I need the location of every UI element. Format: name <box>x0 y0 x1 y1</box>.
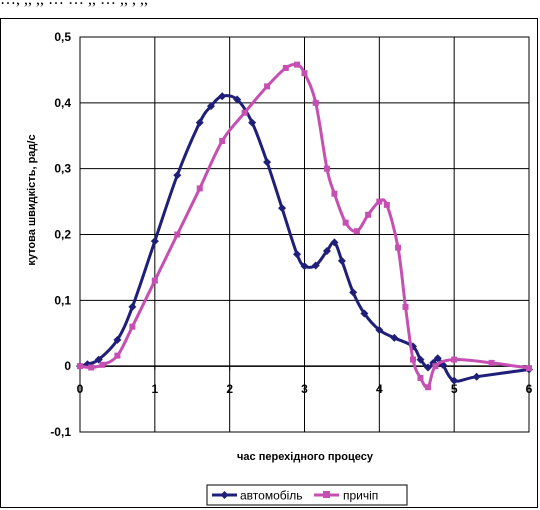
data-point-square <box>410 356 417 363</box>
data-point-square <box>376 198 383 205</box>
data-point-diamond <box>423 363 432 372</box>
data-point-square <box>312 99 319 106</box>
data-point-diamond <box>375 325 384 334</box>
data-point-square <box>417 375 424 382</box>
y-axis-label: кутова швидкість, рад/с <box>26 134 38 265</box>
data-point-square <box>219 138 226 145</box>
x-tick-label: 6 <box>526 382 533 396</box>
legend-label-avtomobil: автомобіль <box>240 489 303 503</box>
data-point-square <box>88 364 95 371</box>
data-point-diamond <box>233 95 242 104</box>
data-point-square <box>294 61 301 68</box>
y-tick-label: 0,2 <box>54 228 71 242</box>
data-point-diamond <box>416 355 425 364</box>
data-point-diamond <box>113 335 122 344</box>
data-point-diamond <box>360 309 369 318</box>
data-point-diamond <box>218 92 227 101</box>
data-point-square <box>196 185 203 192</box>
data-point-square <box>488 359 495 366</box>
data-point-square <box>353 228 360 235</box>
gridlines <box>79 36 530 433</box>
y-tick-label: 0,4 <box>54 96 71 110</box>
data-point-square <box>129 323 136 330</box>
data-point-diamond <box>330 238 339 247</box>
y-tick-label: 0 <box>64 359 71 373</box>
data-point-diamond <box>337 256 346 265</box>
plot-area-border <box>79 36 530 433</box>
cropped-header-text: …, ,, ,, … … ,, … ,, , ,, <box>0 0 540 10</box>
data-point-diamond <box>206 102 215 111</box>
data-point-square <box>342 219 349 226</box>
data-point-diamond <box>450 376 459 385</box>
y-tick-label: 0,3 <box>54 162 71 176</box>
x-tick-label: 3 <box>301 382 308 396</box>
data-point-diamond <box>349 288 358 297</box>
legend: автомобіль причіп <box>206 484 408 506</box>
data-point-square <box>77 363 83 370</box>
data-point-square <box>282 64 289 71</box>
data-point-diamond <box>263 158 272 167</box>
chart-frame <box>0 18 538 508</box>
legend-label-prychip: причіп <box>343 489 378 503</box>
tick-labels: 0 1 2 3 4 5 6 -0,1 0 0,1 0,2 0,3 0,4 0,5 <box>50 30 532 439</box>
data-point-square <box>174 231 181 238</box>
data-point-diamond <box>150 237 159 246</box>
series <box>76 61 533 391</box>
data-point-square <box>402 303 409 310</box>
legend-box <box>206 484 408 506</box>
y-tick-label: 0,1 <box>54 293 71 307</box>
data-point-square <box>323 165 330 172</box>
data-point-diamond <box>248 118 257 127</box>
y-tick-label: -0,1 <box>50 425 71 439</box>
x-tick-label: 0 <box>77 382 84 396</box>
data-point-square <box>151 277 158 284</box>
data-point-diamond <box>300 262 309 271</box>
data-point-diamond <box>195 118 204 127</box>
data-point-diamond <box>293 250 302 259</box>
data-point-diamond <box>94 355 103 364</box>
data-point-square <box>424 384 431 391</box>
data-point-square <box>395 244 402 251</box>
data-point-diamond <box>390 333 399 342</box>
legend-marker-prychip <box>323 491 330 498</box>
data-point-diamond <box>173 171 182 180</box>
data-point-square <box>114 352 121 359</box>
data-point-diamond <box>433 354 442 363</box>
data-point-square <box>432 363 439 370</box>
data-point-square <box>451 356 458 363</box>
data-point-square <box>526 365 532 372</box>
data-point-square <box>241 109 248 116</box>
x-tick-label: 5 <box>451 382 458 396</box>
data-point-diamond <box>311 261 320 270</box>
x-axis-label: час перехідного процесу <box>237 451 374 463</box>
x-tick-label: 1 <box>151 382 158 396</box>
data-point-square <box>383 201 390 208</box>
legend-marker-avtomobil <box>220 491 229 499</box>
data-point-square <box>365 211 372 218</box>
x-tick-label: 4 <box>376 382 383 396</box>
data-point-diamond <box>128 302 137 311</box>
data-point-diamond <box>322 246 331 255</box>
data-point-diamond <box>278 204 287 213</box>
data-point-diamond <box>472 372 481 381</box>
data-point-square <box>264 83 271 90</box>
y-tick-label: 0,5 <box>54 30 71 44</box>
x-tick-label: 2 <box>226 382 233 396</box>
data-point-square <box>99 361 106 368</box>
data-point-square <box>301 70 308 77</box>
data-point-square <box>331 190 338 197</box>
